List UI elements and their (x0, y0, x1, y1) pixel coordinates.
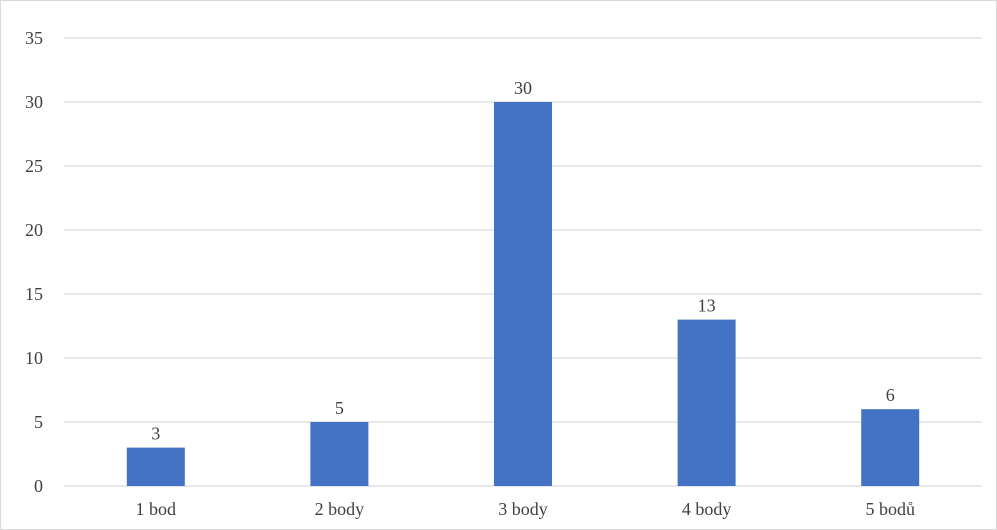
y-axis-tick-labels: 0 5 10 15 20 25 30 35 (25, 28, 43, 496)
data-label: 13 (698, 296, 716, 316)
y-tick-label: 30 (25, 92, 43, 112)
bar (861, 409, 920, 486)
x-axis-category-labels: 1 bod 2 body 3 body 4 body 5 bodů (136, 499, 915, 519)
y-tick-label: 20 (25, 220, 43, 240)
bar (677, 319, 736, 486)
y-tick-label: 0 (34, 476, 43, 496)
x-category-label: 1 bod (136, 499, 177, 519)
bars (126, 102, 920, 486)
bar (494, 102, 552, 486)
data-label: 30 (514, 78, 532, 98)
y-tick-label: 35 (25, 28, 43, 48)
x-category-label: 3 body (498, 499, 548, 519)
y-tick-label: 5 (34, 412, 43, 432)
data-label: 3 (151, 424, 160, 444)
x-category-label: 2 body (315, 499, 365, 519)
data-label: 6 (886, 385, 895, 405)
bar (310, 422, 369, 486)
y-tick-label: 15 (25, 284, 43, 304)
y-tick-label: 10 (25, 348, 43, 368)
x-category-label: 4 body (682, 499, 732, 519)
data-label: 5 (335, 398, 344, 418)
y-tick-label: 25 (25, 156, 43, 176)
x-category-label: 5 bodů (865, 499, 915, 519)
bar (126, 447, 185, 486)
data-labels: 3 5 30 13 6 (151, 78, 894, 444)
